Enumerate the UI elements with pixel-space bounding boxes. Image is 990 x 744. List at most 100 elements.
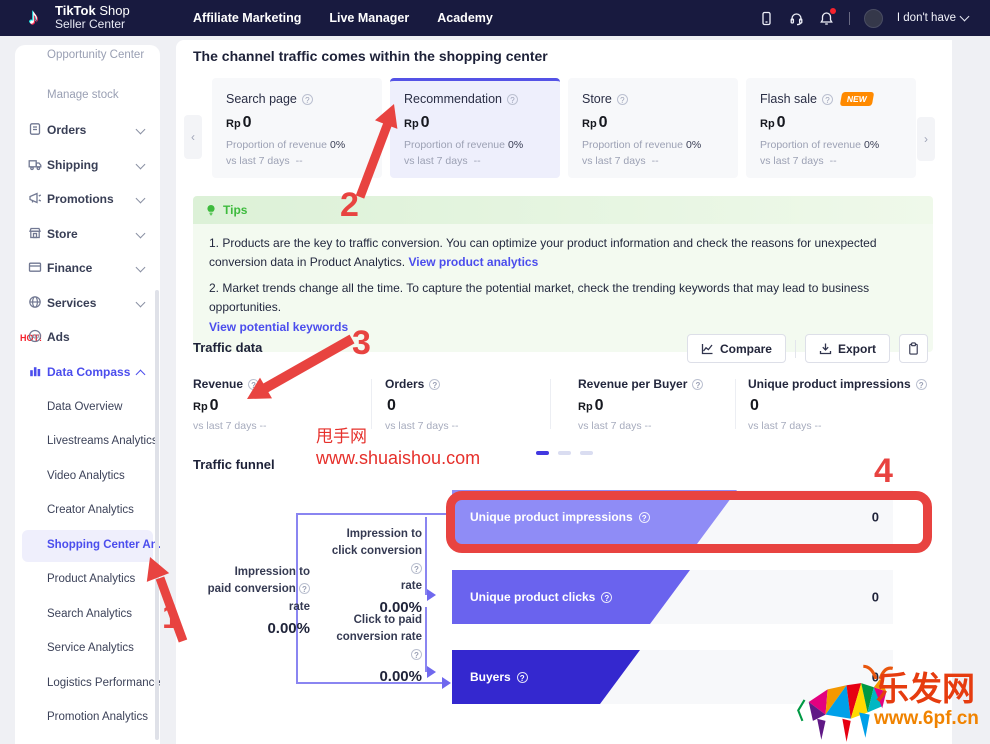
help-icon[interactable] [299, 583, 310, 595]
watermark-shuaishou: 甩手网 www.shuaishou.com [316, 427, 481, 469]
clipboard-icon [909, 342, 918, 355]
chevron-up-icon [135, 369, 146, 380]
tiktok-note-icon: ♪ ♪ ♪ [27, 3, 40, 31]
help-icon[interactable] [411, 648, 422, 660]
funnel-connector-line [296, 513, 449, 515]
sidebar-item-orders[interactable]: Orders [15, 123, 160, 145]
help-icon[interactable] [301, 93, 313, 105]
funnel-row-unique-product-clicks: Unique product clicks 0 [452, 570, 893, 624]
sidebar-item-logistics-performance[interactable]: Logistics Performance [47, 677, 160, 689]
logo-product: Shop [99, 3, 130, 18]
sidebar-item-creator-analytics[interactable]: Creator Analytics [47, 504, 134, 516]
bull-logo [797, 664, 894, 742]
tips-item-2: 2. Market trends change all the time. To… [209, 280, 870, 334]
sidebar-item-data-overview[interactable]: Data Overview [47, 401, 123, 413]
account-menu[interactable]: I don't have [896, 11, 970, 24]
sidebar-item-finance[interactable]: Finance [15, 261, 160, 283]
compare-chart-icon [701, 344, 713, 355]
help-icon[interactable] [821, 93, 833, 105]
sidebar-item-services[interactable]: Services [15, 296, 160, 318]
mobile-app-icon[interactable] [759, 10, 775, 26]
help-icon[interactable] [915, 378, 927, 390]
download-icon [819, 343, 832, 355]
sidebar-item-video-analytics[interactable]: Video Analytics [47, 470, 125, 482]
help-icon[interactable] [411, 562, 422, 574]
sidebar-item-service-analytics[interactable]: Service Analytics [47, 642, 134, 654]
watermark-lefa: 乐发网 www.6pf.cn [796, 660, 986, 744]
support-headset-icon[interactable] [789, 10, 805, 26]
help-icon[interactable] [248, 378, 260, 390]
channel-card-recommendation[interactable]: Recommendation Rp0 Proportion of revenue… [390, 78, 560, 178]
help-icon[interactable] [601, 592, 612, 603]
annotation-number-1: 1 [162, 598, 181, 636]
view-product-analytics-link[interactable]: View product analytics [408, 255, 539, 270]
logo-brand: TikTok [55, 3, 96, 18]
chevron-down-icon [135, 262, 146, 273]
services-globe-icon [29, 296, 41, 308]
help-icon[interactable] [639, 512, 650, 523]
chevron-down-icon [135, 297, 146, 308]
copy-report-button[interactable] [899, 334, 928, 363]
orders-icon [29, 123, 41, 135]
compare-button[interactable]: Compare [686, 334, 786, 363]
annotation-number-3: 3 [352, 324, 371, 362]
metric-revenue-per-buyer: Revenue per Buyer Rp0 vs last 7 days -- [578, 377, 704, 432]
selected-item-highlight [22, 530, 153, 562]
sidebar-item-shipping[interactable]: Shipping [15, 158, 160, 180]
header-nav: Affiliate Marketing Live Manager Academy [193, 0, 493, 36]
tips-bulb-icon [207, 204, 215, 215]
nav-affiliate-marketing[interactable]: Affiliate Marketing [193, 11, 302, 25]
chevron-down-icon [959, 11, 970, 22]
view-potential-keywords-link[interactable]: View potential keywords [209, 319, 349, 334]
carousel-right-button[interactable]: › [917, 117, 935, 161]
channel-card-search-page[interactable]: Search page Rp0 Proportion of revenue0% … [212, 78, 382, 178]
sidebar-scrollbar[interactable] [155, 290, 159, 740]
export-button[interactable]: Export [804, 334, 890, 363]
metric-revenue: Revenue Rp0 vs last 7 days -- [193, 377, 267, 432]
data-compass-icon [30, 367, 41, 377]
help-icon[interactable] [429, 378, 441, 390]
help-icon[interactable] [692, 378, 704, 390]
sidebar-item-product-analytics[interactable]: Product Analytics [47, 573, 136, 585]
sidebar-item-search-analytics[interactable]: Search Analytics [47, 608, 133, 620]
page-dot-2[interactable] [558, 451, 571, 455]
sidebar-item-manage-stock[interactable]: Manage stock [47, 89, 119, 101]
account-label: I don't have [896, 12, 956, 24]
svg-text:AD: AD [31, 334, 39, 340]
avatar[interactable] [863, 8, 883, 28]
new-badge: NEW [839, 92, 875, 106]
funnel-arrow-icon [427, 666, 436, 678]
channel-card-flash-sale[interactable]: Flash saleNEW Rp0 Proportion of revenue0… [746, 78, 916, 178]
carousel-left-button[interactable]: ‹ [184, 115, 202, 159]
tips-item-1: 1. Products are the key to traffic conve… [209, 236, 877, 270]
sidebar-item-opportunity-center[interactable]: Opportunity Center [47, 49, 145, 61]
sidebar-item-data-compass[interactable]: Data Compass [15, 365, 160, 387]
metric-unique-product-impressions: Unique product impressions 0 vs last 7 d… [748, 377, 927, 432]
traffic-funnel-title: Traffic funnel [193, 457, 275, 472]
nav-academy[interactable]: Academy [437, 11, 493, 25]
help-icon[interactable] [506, 93, 518, 105]
funnel-connector-line [296, 513, 298, 684]
help-icon[interactable] [517, 672, 528, 683]
tiktok-shop-logo[interactable]: ♪ ♪ ♪ TikTok Shop Seller Center [27, 3, 130, 31]
notifications-bell-icon[interactable] [819, 8, 836, 26]
sidebar-item-livestreams-analytics[interactable]: Livestreams Analytics [47, 435, 158, 447]
impression-to-click-rate: Impression to click conversion rate 0.00… [324, 526, 422, 620]
funnel-arrow-icon [427, 589, 436, 601]
sidebar-item-shopping-center-analytics[interactable]: Shopping Center An... [47, 539, 160, 551]
sidebar-item-ads[interactable]: AD Ads HOT! [20, 329, 70, 344]
help-icon[interactable] [616, 93, 628, 105]
page-dot-1[interactable] [536, 451, 549, 455]
nav-live-manager[interactable]: Live Manager [329, 11, 410, 25]
metric-divider [735, 379, 736, 429]
page-dot-3[interactable] [580, 451, 593, 455]
hot-badge: HOT! [20, 333, 42, 343]
sidebar-item-store[interactable]: Store [15, 227, 160, 249]
sidebar-item-promotions[interactable]: Promotions [15, 192, 160, 214]
sidebar-item-promotion-analytics[interactable]: Promotion Analytics [47, 711, 148, 723]
funnel-connector-line [425, 607, 427, 672]
funnel-arrow-icon [442, 677, 451, 689]
funnel-row-unique-product-impressions: Unique product impressions 0 [452, 490, 893, 544]
